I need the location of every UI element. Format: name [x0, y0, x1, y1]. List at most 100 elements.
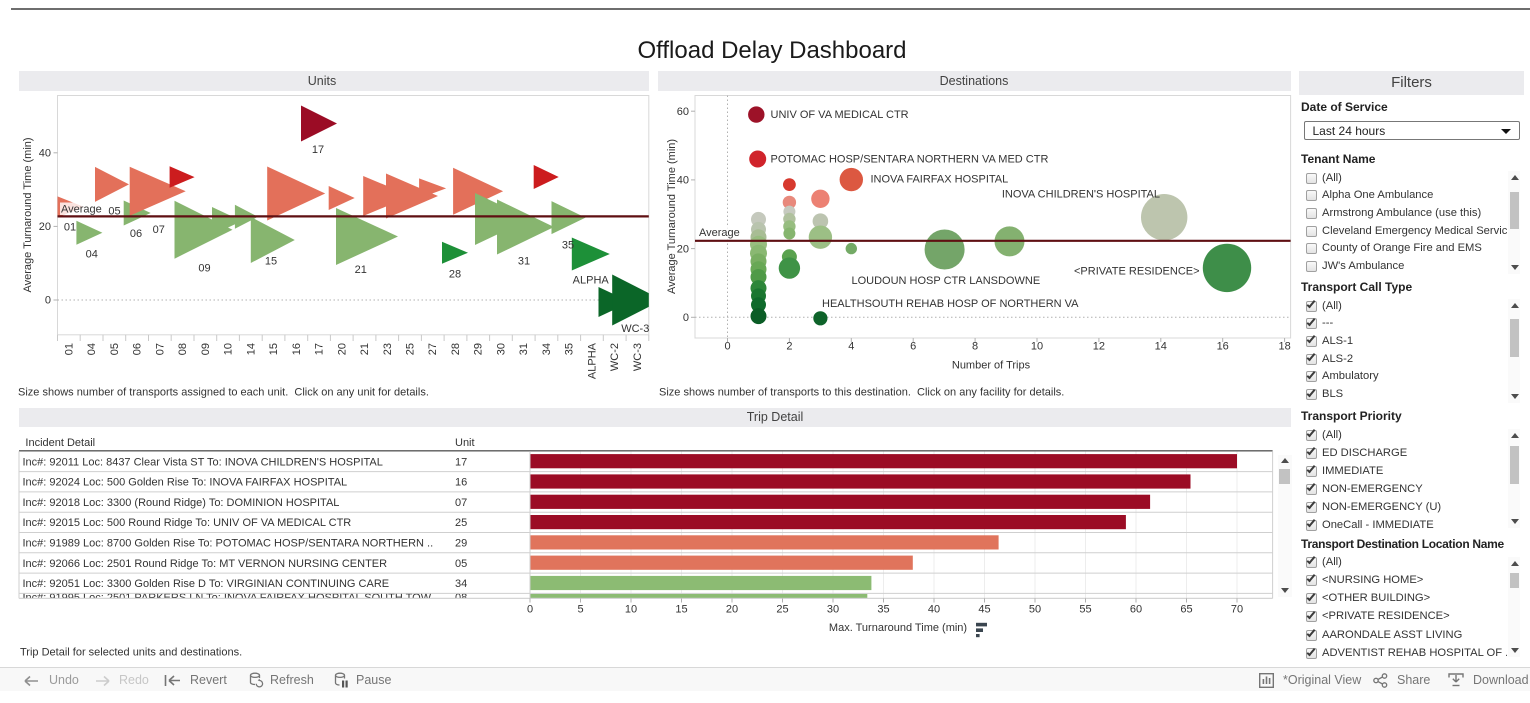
svg-text:Size shows number of transport: Size shows number of transports assigned… — [18, 387, 429, 399]
svg-text:01: 01 — [63, 343, 75, 355]
svg-text:25: 25 — [776, 604, 788, 616]
svg-text:Inc#: 92024 Loc: 500 Golden Ri: Inc#: 92024 Loc: 500 Golden Rise To: INO… — [23, 477, 348, 489]
svg-text:16: 16 — [455, 477, 467, 489]
svg-text:Average: Average — [61, 204, 102, 216]
svg-text:07: 07 — [154, 343, 166, 355]
svg-text:Inc#: 92011 Loc: 8437 Clear Vi: Inc#: 92011 Loc: 8437 Clear Vista ST To:… — [23, 456, 383, 468]
svg-text:29: 29 — [455, 538, 467, 550]
svg-text:0: 0 — [683, 312, 689, 324]
svg-text:18: 18 — [1278, 341, 1290, 353]
svg-text:31: 31 — [518, 256, 530, 268]
svg-text:WC-3: WC-3 — [632, 343, 644, 371]
svg-text:ALPHA: ALPHA — [573, 275, 610, 287]
svg-text:09: 09 — [198, 263, 210, 275]
svg-text:Inc#: 92018 Loc: 3300 (Round R: Inc#: 92018 Loc: 3300 (Round Ridge) To: … — [23, 497, 340, 509]
svg-text:70: 70 — [1231, 604, 1243, 616]
svg-text:2: 2 — [786, 341, 792, 353]
svg-text:0: 0 — [527, 604, 533, 616]
svg-text:INOVA CHILDREN'S HOSPITAL: INOVA CHILDREN'S HOSPITAL — [1002, 189, 1160, 201]
svg-text:60: 60 — [677, 106, 689, 118]
svg-text:Average: Average — [699, 227, 740, 239]
svg-text:20: 20 — [336, 343, 348, 355]
svg-text:Average Turnaround Time (min): Average Turnaround Time (min) — [22, 137, 34, 292]
svg-text:10: 10 — [625, 604, 637, 616]
svg-text:23: 23 — [382, 343, 394, 355]
svg-text:05: 05 — [108, 206, 120, 218]
svg-text:10: 10 — [1031, 341, 1043, 353]
svg-text:Inc#: 92015 Loc: 500 Round Rid: Inc#: 92015 Loc: 500 Round Ridge To: UNI… — [23, 517, 352, 529]
svg-text:17: 17 — [455, 456, 467, 468]
svg-text:35: 35 — [877, 604, 889, 616]
svg-text:17: 17 — [312, 144, 324, 156]
svg-text:15: 15 — [268, 343, 280, 355]
svg-text:34: 34 — [541, 343, 553, 355]
svg-text:8: 8 — [972, 341, 978, 353]
svg-text:34: 34 — [455, 578, 467, 590]
svg-text:28: 28 — [450, 343, 462, 355]
svg-text:05: 05 — [455, 558, 467, 570]
svg-text:01: 01 — [64, 222, 76, 234]
svg-text:55: 55 — [1079, 604, 1091, 616]
svg-text:Inc#: 92051 Loc: 3300 Golden R: Inc#: 92051 Loc: 3300 Golden Rise D To: … — [23, 578, 390, 590]
svg-text:35: 35 — [562, 240, 574, 252]
svg-text:Size shows number of transport: Size shows number of transports to this … — [659, 387, 1064, 399]
svg-text:40: 40 — [39, 148, 51, 160]
svg-text:0: 0 — [724, 341, 730, 353]
svg-text:14: 14 — [1155, 341, 1167, 353]
svg-text:25: 25 — [405, 343, 417, 355]
svg-text:08: 08 — [455, 592, 467, 604]
svg-text:40: 40 — [928, 604, 940, 616]
svg-text:07: 07 — [455, 497, 467, 509]
svg-text:04: 04 — [86, 249, 98, 261]
svg-text:08: 08 — [177, 343, 189, 355]
svg-text:4: 4 — [848, 341, 854, 353]
svg-text:05: 05 — [109, 343, 121, 355]
svg-text:Unit: Unit — [455, 437, 475, 449]
svg-text:WC-2: WC-2 — [609, 343, 621, 371]
svg-text:29: 29 — [473, 343, 485, 355]
svg-text:12: 12 — [1093, 341, 1105, 353]
svg-text:17: 17 — [314, 343, 326, 355]
svg-text:UNIV OF VA MEDICAL CTR: UNIV OF VA MEDICAL CTR — [771, 109, 909, 121]
svg-text:14: 14 — [245, 343, 257, 355]
svg-text:20: 20 — [39, 221, 51, 233]
svg-text:0: 0 — [45, 295, 51, 307]
svg-text:20: 20 — [677, 243, 689, 255]
svg-text:07: 07 — [153, 224, 165, 236]
svg-text:28: 28 — [449, 269, 461, 281]
svg-text:Inc#: 91995 Loc: 2501 PARKERS: Inc#: 91995 Loc: 2501 PARKERS LN To: INO… — [23, 592, 432, 604]
svg-text:15: 15 — [265, 256, 277, 268]
svg-text:21: 21 — [359, 343, 371, 355]
svg-text:31: 31 — [518, 343, 530, 355]
svg-text:25: 25 — [455, 517, 467, 529]
svg-text:15: 15 — [675, 604, 687, 616]
svg-text:Incident Detail: Incident Detail — [25, 437, 95, 449]
svg-text:Max. Turnaround Time (min): Max. Turnaround Time (min) — [829, 622, 967, 634]
svg-text:06: 06 — [130, 228, 142, 240]
svg-text:ALPHA: ALPHA — [586, 342, 598, 379]
svg-text:27: 27 — [427, 343, 439, 355]
svg-text:20: 20 — [726, 604, 738, 616]
svg-text:HEALTHSOUTH REHAB HOSP OF NORT: HEALTHSOUTH REHAB HOSP OF NORTHERN VA — [822, 298, 1079, 310]
svg-text:Trip Detail for selected units: Trip Detail for selected units and desti… — [20, 647, 242, 659]
svg-text:<PRIVATE RESIDENCE>: <PRIVATE RESIDENCE> — [1074, 265, 1200, 277]
svg-text:50: 50 — [1029, 604, 1041, 616]
svg-text:21: 21 — [355, 264, 367, 276]
svg-text:40: 40 — [677, 175, 689, 187]
svg-text:Inc#: 91989 Loc: 8700 Golden R: Inc#: 91989 Loc: 8700 Golden Rise To: PO… — [23, 538, 434, 550]
svg-text:10: 10 — [223, 343, 235, 355]
svg-text:POTOMAC HOSP/SENTARA NORTHERN: POTOMAC HOSP/SENTARA NORTHERN VA MED CTR — [771, 154, 1049, 166]
svg-text:30: 30 — [827, 604, 839, 616]
svg-text:16: 16 — [1217, 341, 1229, 353]
svg-text:06: 06 — [132, 343, 144, 355]
svg-text:Average Turnaround Time (min): Average Turnaround Time (min) — [666, 139, 678, 294]
svg-text:Number of Trips: Number of Trips — [952, 360, 1031, 372]
svg-text:65: 65 — [1180, 604, 1192, 616]
svg-text:5: 5 — [577, 604, 583, 616]
svg-text:LOUDOUN HOSP CTR LANSDOWNE: LOUDOUN HOSP CTR LANSDOWNE — [852, 275, 1041, 287]
svg-text:6: 6 — [910, 341, 916, 353]
svg-text:16: 16 — [291, 343, 303, 355]
svg-text:60: 60 — [1130, 604, 1142, 616]
svg-text:04: 04 — [86, 343, 98, 355]
svg-text:INOVA FAIRFAX HOSPITAL: INOVA FAIRFAX HOSPITAL — [871, 174, 1009, 186]
